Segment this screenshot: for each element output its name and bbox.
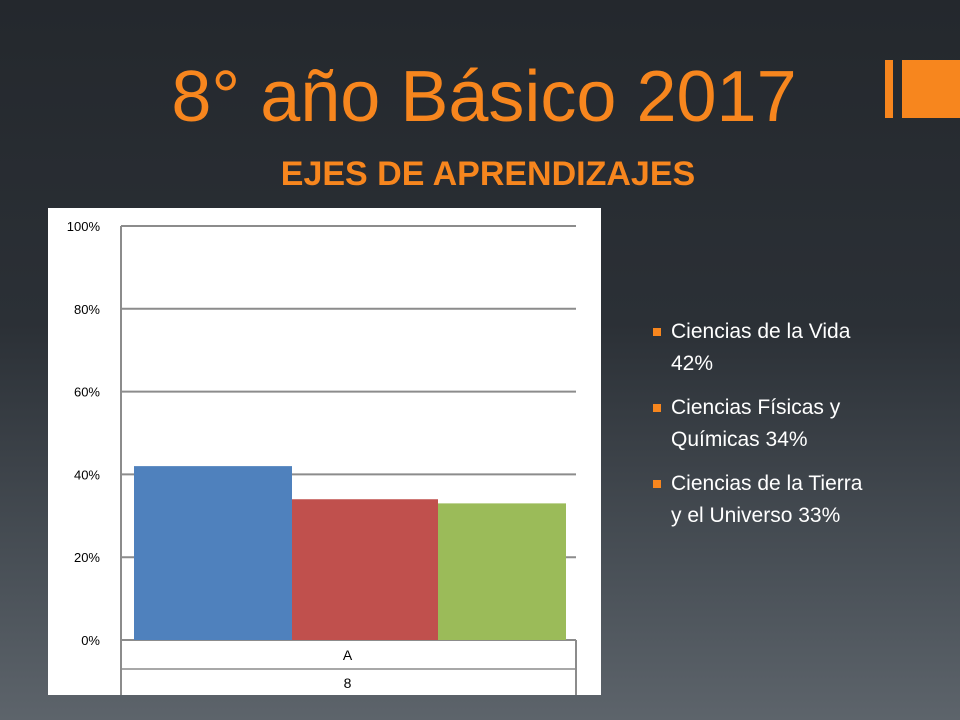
legend-item-label: Ciencias Físicas y xyxy=(671,396,841,419)
y-tick-label: 40% xyxy=(74,467,100,482)
y-tick-label: 20% xyxy=(74,550,100,565)
x-category-label: A xyxy=(343,647,353,663)
x-category-sublabel: 8 xyxy=(344,675,352,691)
y-tick-label: 60% xyxy=(74,385,100,400)
bar xyxy=(292,499,438,640)
legend-item-value: Químicas 34% xyxy=(671,428,808,451)
y-tick-label: 0% xyxy=(81,633,100,648)
legend-item-value: y el Universo 33% xyxy=(671,504,841,527)
legend-item-label: Ciencias de la Tierra xyxy=(671,472,863,495)
legend-item-value: 42% xyxy=(671,352,714,375)
square-bullet-icon xyxy=(653,404,661,412)
decorative-square xyxy=(902,60,960,118)
square-bullet-icon xyxy=(653,480,661,488)
square-bullet-icon xyxy=(653,328,661,336)
legend-list: Ciencias de la Vida 42% Ciencias Físicas… xyxy=(651,316,951,544)
bar-chart: 0% 20% 40% 60% 80% 100% A 8 xyxy=(67,219,577,695)
chart-panel: 0% 20% 40% 60% 80% 100% A 8 xyxy=(48,208,601,695)
y-tick-label: 80% xyxy=(74,302,100,317)
slide-title: 8° año Básico 2017 xyxy=(171,57,797,137)
legend-item: Ciencias de la Vida 42% xyxy=(651,316,951,380)
bar xyxy=(134,466,292,640)
slide-subtitle: EJES DE APRENDIZAJES xyxy=(280,155,696,193)
legend-item: Ciencias de la Tierra y el Universo 33% xyxy=(651,468,951,532)
bar xyxy=(438,503,566,640)
y-tick-label: 100% xyxy=(67,219,101,234)
decorative-bar xyxy=(885,60,893,118)
legend-item-label: Ciencias de la Vida xyxy=(671,320,851,343)
legend-item: Ciencias Físicas y Químicas 34% xyxy=(651,392,951,456)
